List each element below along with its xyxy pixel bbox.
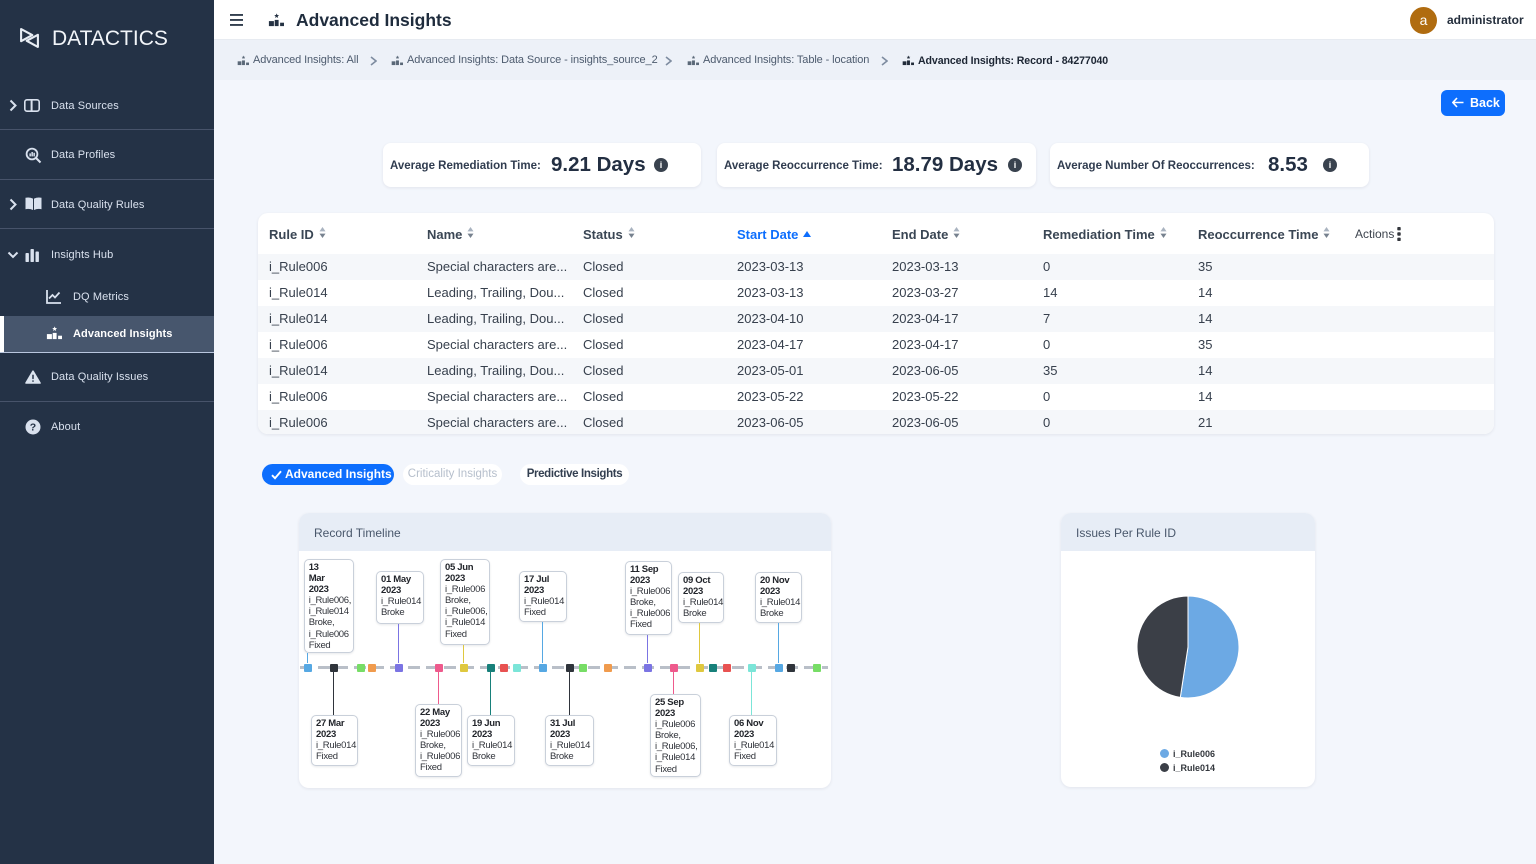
svg-text:?: ?	[30, 422, 37, 434]
